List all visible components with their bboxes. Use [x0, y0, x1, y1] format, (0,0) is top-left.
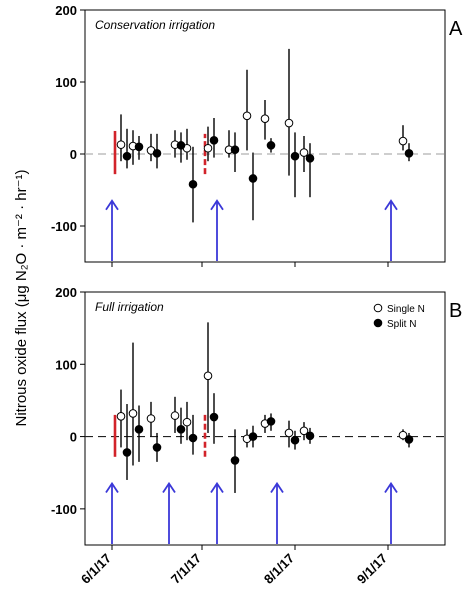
data-point [209, 412, 219, 422]
data-point [230, 456, 240, 465]
data-point [188, 433, 198, 443]
data-point [290, 435, 300, 445]
data-point [266, 417, 276, 426]
data-point [152, 148, 162, 158]
data-point [176, 425, 186, 434]
data-point [248, 174, 258, 183]
panel-a: -100 0 100 200 Conservation irrigation A [51, 3, 463, 267]
fertilizer-arrow-head [162, 481, 176, 494]
data-point [248, 432, 258, 441]
data-point [182, 417, 192, 427]
panel-letter: B [449, 300, 462, 322]
legend-label: Split N [387, 319, 416, 330]
data-point [146, 414, 156, 423]
data-point [398, 136, 408, 146]
y-tick-label: 100 [55, 357, 77, 372]
panel-b: -100 0 100 200 Full irrigation B Single N Split… [51, 285, 462, 550]
fertilizer-arrow-head [384, 481, 398, 494]
legend: Single N Split N [373, 303, 425, 330]
data-point [299, 148, 309, 157]
data-point [170, 411, 180, 420]
y-tick-label: 0 [70, 430, 77, 445]
series-single-n [116, 322, 408, 466]
data-point [242, 111, 252, 121]
data-point [122, 448, 132, 457]
fertilizer-arrow-head [270, 481, 284, 494]
x-tick-label: 6/1/17 [78, 551, 114, 587]
panels-layer: -100 0 100 200 Conservation irrigation A -100 0… [51, 3, 463, 550]
data-point [134, 425, 144, 434]
y-tick-label: 200 [55, 3, 77, 18]
data-point [152, 443, 162, 452]
y-axis-label: Nitrous oxide flux (μg N₂O · m⁻² · hr⁻¹) [13, 169, 30, 426]
legend-label: Single N [387, 304, 425, 315]
data-point [404, 148, 414, 158]
fertilizer-arrow-head [210, 481, 224, 494]
y-tick-label: 100 [55, 75, 77, 90]
data-point [290, 151, 300, 161]
data-point [209, 136, 219, 145]
x-tick-label: 7/1/17 [168, 551, 204, 587]
data-point [305, 431, 315, 441]
data-point [260, 114, 270, 124]
y-tick-label: -100 [51, 219, 77, 234]
fertilizer-arrow-head [105, 481, 119, 494]
x-tick-labels: 6/1/17 7/1/17 8/1/17 9/1/17 [78, 551, 390, 587]
data-point [404, 435, 414, 444]
data-point [284, 428, 294, 438]
data-point [398, 430, 408, 440]
fertilizer-arrow-head [105, 199, 119, 211]
fertilizer-arrow-head [384, 199, 398, 211]
panel-subtitle: Conservation irrigation [95, 18, 215, 32]
data-point [128, 409, 138, 418]
data-point [134, 142, 144, 152]
data-point [230, 145, 240, 154]
plot-frame [84, 9, 446, 263]
data-point [284, 118, 294, 128]
x-tick-label: 8/1/17 [261, 551, 297, 587]
x-tick-label: 9/1/17 [354, 551, 390, 587]
fertilizer-arrow-head [210, 199, 224, 211]
legend-marker [373, 303, 383, 313]
plot-frame [84, 291, 446, 546]
data-point [305, 154, 315, 163]
legend-marker [373, 318, 383, 328]
series-split-n [122, 118, 414, 223]
data-point [203, 143, 213, 153]
data-point [116, 412, 126, 421]
y-tick-label: 0 [70, 147, 77, 162]
data-point [299, 426, 309, 436]
data-point [266, 141, 276, 150]
y-tick-label: -100 [51, 502, 77, 517]
series-split-n [122, 393, 414, 493]
data-point [122, 151, 132, 161]
y-tick-label: 200 [55, 285, 77, 300]
panel-letter: A [449, 18, 463, 40]
series-single-n [116, 48, 408, 176]
data-point [188, 179, 198, 189]
data-point [203, 371, 213, 381]
data-point [176, 141, 186, 150]
panel-subtitle: Full irrigation [95, 300, 164, 314]
data-point [116, 140, 126, 149]
